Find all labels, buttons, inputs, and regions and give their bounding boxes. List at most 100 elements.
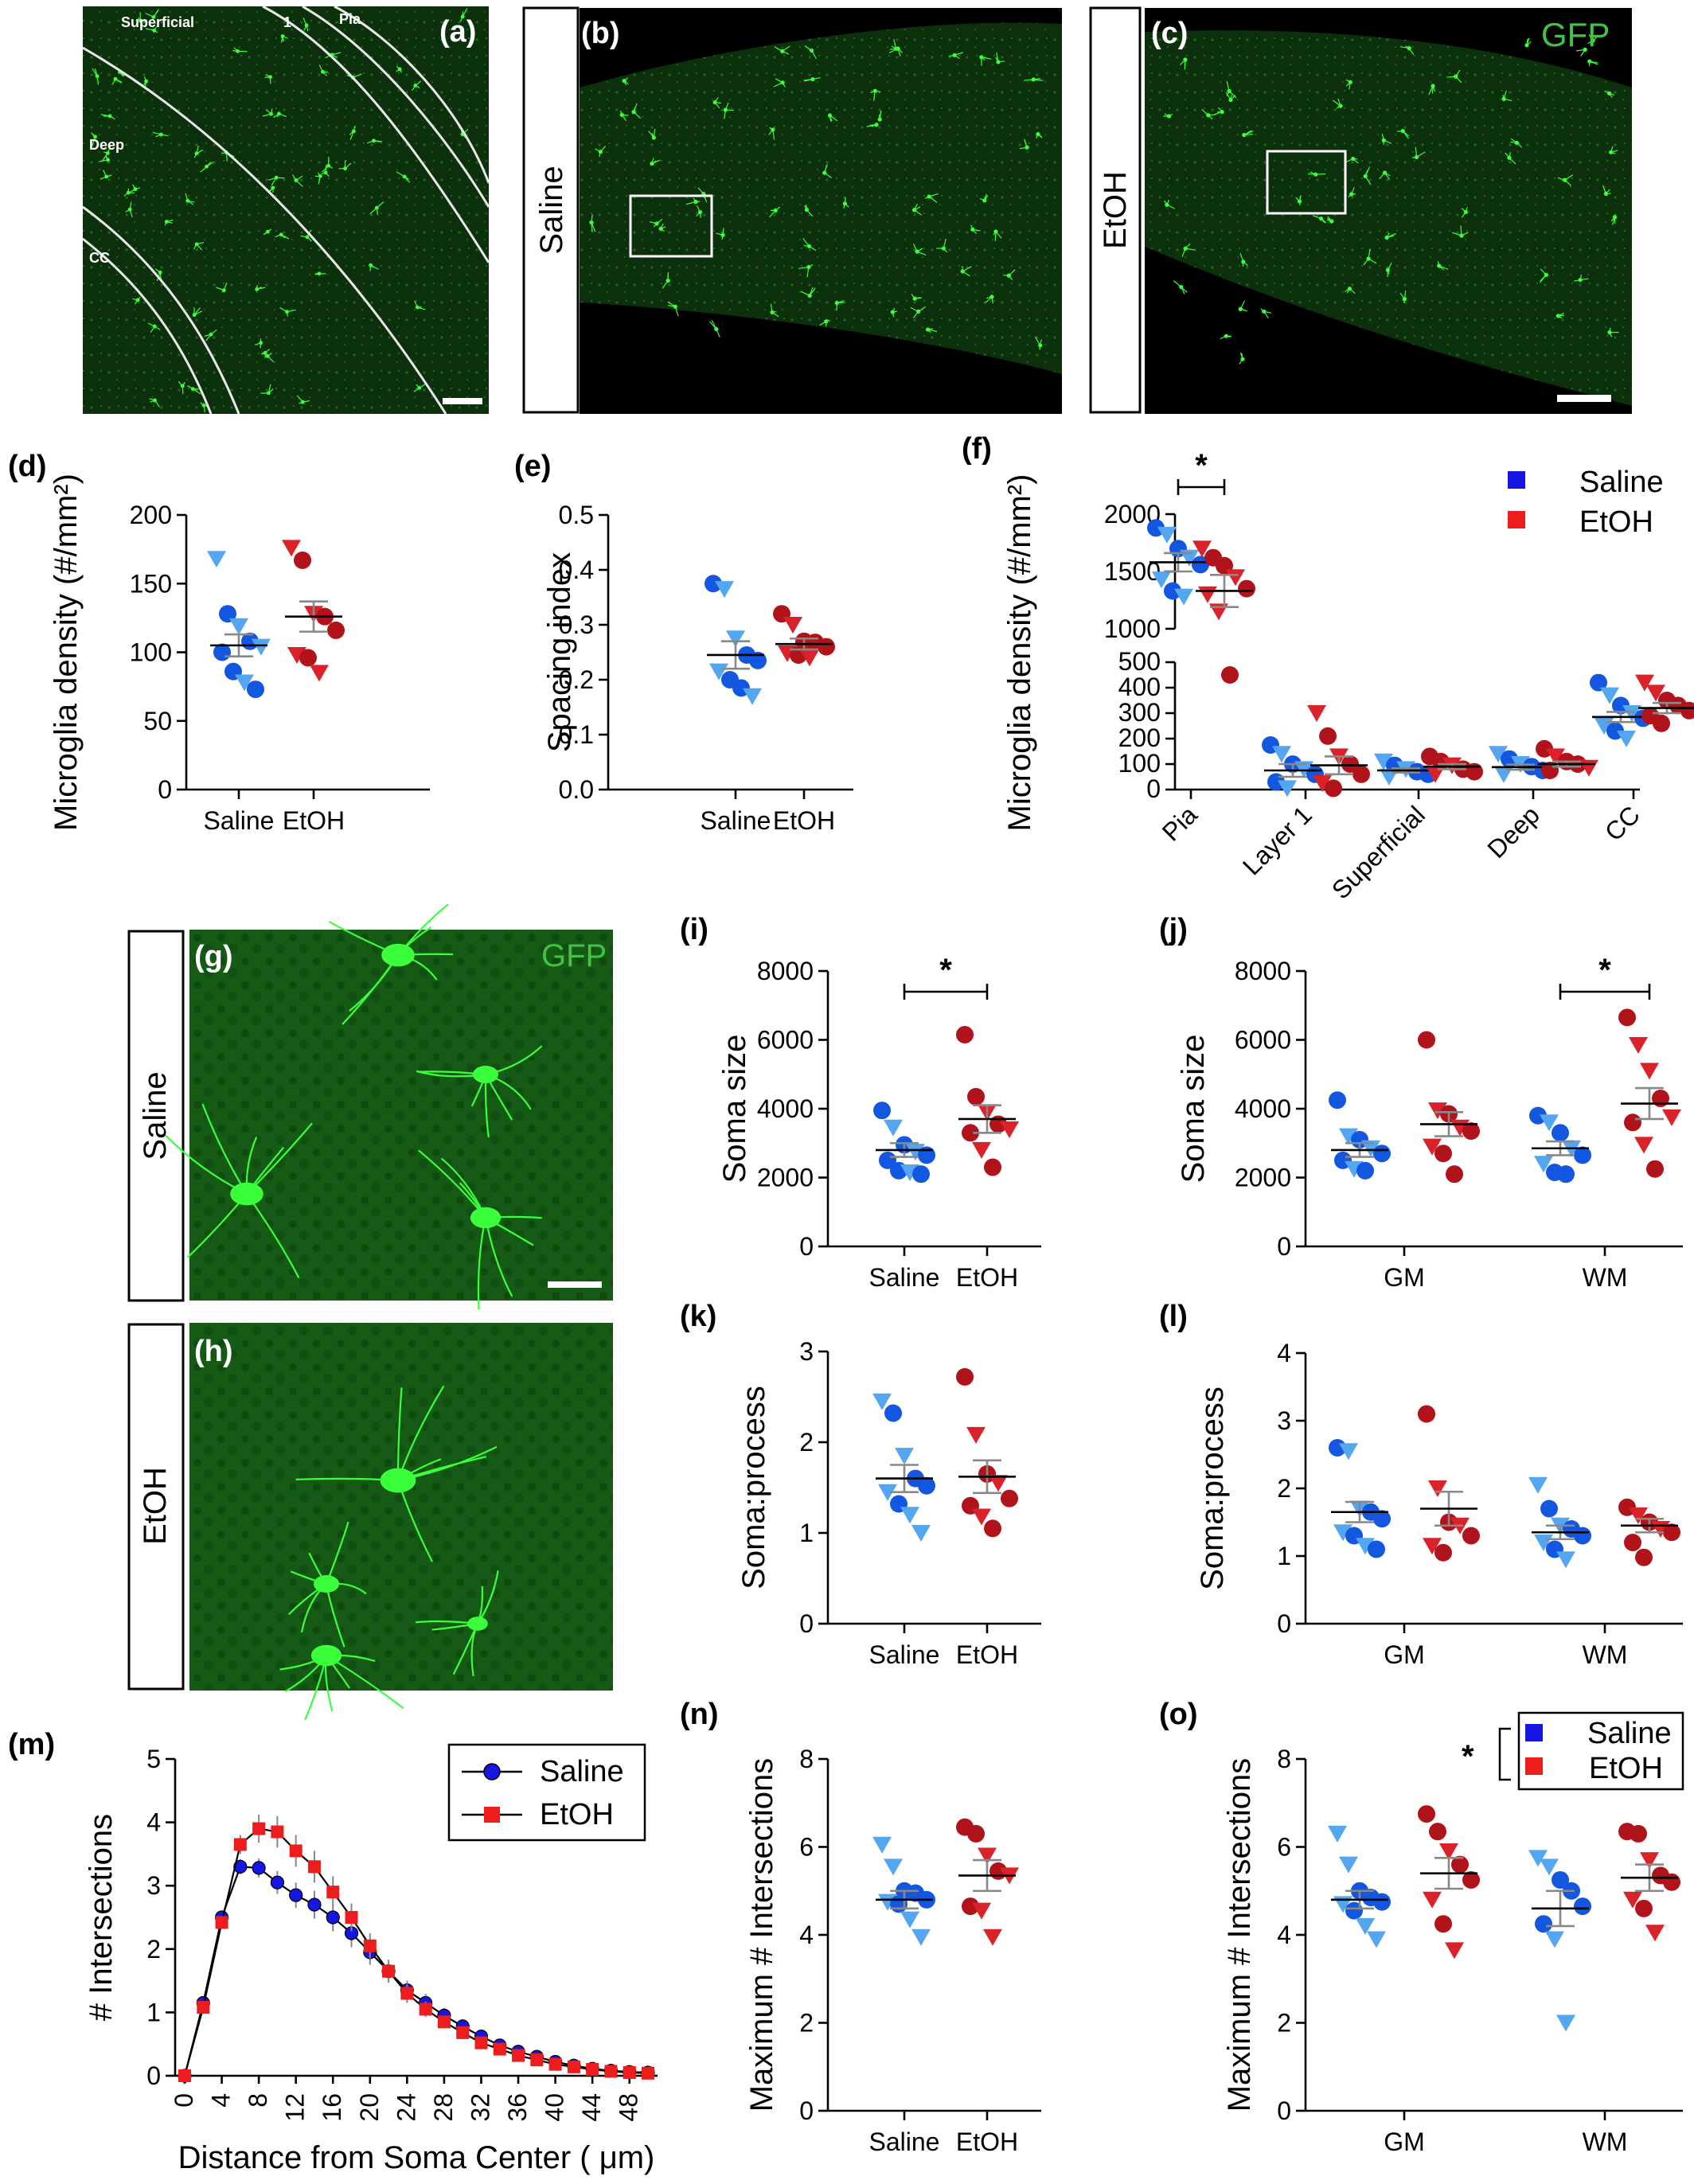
y-tick-label: 2000: [757, 1164, 814, 1192]
data-point: [530, 2053, 544, 2067]
data-point-saline: [884, 1858, 903, 1876]
chart-d: (d) 0 50 100 150 200 Microglia density (#/mm²)…: [8, 450, 430, 835]
data-point-etoh: [1001, 1489, 1018, 1507]
data-point-saline: [1528, 1476, 1548, 1494]
y-axis-label: Microglia density (#/mm²): [49, 474, 84, 831]
data-point-saline: [911, 1525, 931, 1542]
microglia-cell: [1555, 312, 1565, 319]
data-point-etoh: [972, 1141, 991, 1159]
microglia-cell: [295, 1385, 498, 1562]
chart-f: (f)0100200300400500100015002000Microglia…: [962, 432, 1694, 905]
microglia-cell: [1226, 80, 1237, 99]
data-point-etoh: [1434, 1145, 1452, 1163]
x-tick-label: 12: [281, 2093, 310, 2122]
data-point-etoh: [1624, 1113, 1641, 1132]
microglia-cell: [1173, 280, 1188, 294]
microglia-cell: [1003, 269, 1016, 281]
scale-bar: [1557, 395, 1611, 402]
data-point: [289, 1844, 302, 1858]
y-tick-label: 0.0: [559, 775, 594, 804]
y-axis-label: Maximum # Intersections: [744, 1758, 779, 2112]
data-point-saline: [1152, 571, 1171, 589]
gfp-label: GFP: [1541, 16, 1610, 53]
microglia-cell: [262, 108, 273, 117]
microglia-cell: [709, 320, 720, 337]
chart-j: (j) 0 2000 4000 6000 8000 Soma size GM WM *: [1159, 913, 1683, 1292]
y-tick-label: 0: [146, 2061, 161, 2090]
microglia-cell: [1604, 90, 1615, 98]
data-point-saline: [1329, 1091, 1346, 1110]
data-point: [252, 1861, 266, 1875]
data-point-saline: [1356, 1917, 1375, 1935]
microglia-cell: [803, 76, 821, 82]
microglia-cell: [349, 125, 356, 140]
data-point-saline: [1174, 588, 1193, 606]
microglia-cell: [869, 88, 881, 101]
microglia-cell: [193, 146, 204, 158]
layer-label-deep: Deep: [89, 137, 124, 153]
data-point-etoh: [1319, 727, 1337, 745]
y-tick-label: 4: [1277, 1921, 1291, 1949]
data-point-saline: [1545, 1931, 1564, 1948]
chart-o: (o) 0 2 4 6 8 Maximum # Intersections GM WM: [1159, 1698, 1683, 2156]
data-point: [197, 2001, 210, 2014]
data-point-etoh: [1423, 1138, 1442, 1156]
data-point: [326, 1910, 340, 1925]
data-point-saline: [1278, 780, 1297, 798]
microglia-cell: [147, 322, 161, 333]
panel-label-o: (o): [1159, 1698, 1198, 1731]
condition-tab-h: [127, 1323, 185, 1691]
microglia-cell: [662, 271, 670, 289]
x-tick-label: GM: [1384, 1263, 1425, 1292]
microglia-cell: [589, 214, 596, 232]
microglia-cell: [263, 228, 272, 236]
data-point-etoh: [282, 540, 301, 557]
data-point-etoh: [1000, 1121, 1019, 1138]
microglia-cell: [877, 110, 882, 122]
data-point-saline: [1333, 1524, 1352, 1542]
microglia-cell: [1019, 138, 1029, 150]
x-tick-label: GM: [1384, 2127, 1425, 2156]
panel-label-e: (e): [514, 450, 551, 483]
micrograph-a: (a) Superficial 1 Pia Deep CC: [82, 5, 490, 415]
data-point-etoh: [1221, 666, 1239, 684]
microglia-cell: [1575, 47, 1587, 57]
microglia-cell: [287, 1521, 367, 1648]
data-point-saline: [1535, 1915, 1552, 1933]
microglia-cell: [260, 384, 274, 396]
x-tick-label: 24: [392, 2093, 420, 2122]
data-point-saline: [1367, 1931, 1386, 1948]
panel-label-n: (n): [680, 1698, 719, 1731]
data-point-etoh: [1313, 775, 1332, 792]
microglia-cell: [200, 402, 209, 413]
y-axis-label: Maximum # Intersections: [1222, 1758, 1257, 2112]
microglia-cell: [164, 219, 174, 226]
condition-tab-g: [127, 930, 185, 1302]
data-point-etoh: [1428, 1102, 1447, 1120]
data-point-saline: [1356, 1161, 1374, 1180]
data-point-etoh: [310, 665, 329, 682]
data-point-etoh: [1624, 1534, 1641, 1551]
data-point-etoh: [1640, 1852, 1659, 1870]
y-tick-label: 0.1: [559, 720, 594, 749]
data-point-etoh: [1307, 705, 1326, 722]
x-tick-label: 40: [541, 2093, 569, 2122]
data-point-saline: [1339, 1443, 1358, 1461]
microglia-cell: [302, 18, 309, 32]
microglia-cell: [1510, 138, 1523, 148]
data-point: [233, 1838, 247, 1851]
microglia-cell: [264, 74, 272, 84]
y-tick-label: 8: [799, 1745, 814, 1773]
microglia-cell: [1242, 130, 1254, 138]
data-point: [252, 1822, 266, 1835]
microglia-cell: [685, 197, 701, 205]
microglia-cell: [1607, 327, 1619, 337]
microglia-cell: [804, 205, 814, 217]
series-saline: [178, 1858, 655, 2083]
data-point: [307, 1897, 322, 1912]
data-point-etoh: [1462, 1527, 1480, 1545]
x-tick-label: CC: [1599, 800, 1645, 846]
legend-label-saline: Saline: [540, 1755, 624, 1788]
data-point-etoh: [1629, 1036, 1648, 1054]
